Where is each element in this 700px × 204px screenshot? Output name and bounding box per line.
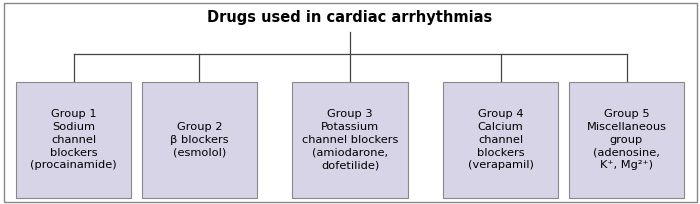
Text: Group 5
Miscellaneous
group
(adenosine,
K⁺, Mg²⁺): Group 5 Miscellaneous group (adenosine, … bbox=[587, 109, 666, 170]
FancyBboxPatch shape bbox=[568, 82, 685, 198]
Text: Group 4
Calcium
channel
blockers
(verapamil): Group 4 Calcium channel blockers (verapa… bbox=[468, 109, 533, 170]
FancyBboxPatch shape bbox=[15, 82, 132, 198]
Text: Group 1
Sodium
channel
blockers
(procainamide): Group 1 Sodium channel blockers (procain… bbox=[30, 109, 117, 170]
FancyBboxPatch shape bbox=[442, 82, 559, 198]
Text: Group 2
β blockers
(esmolol): Group 2 β blockers (esmolol) bbox=[170, 122, 229, 157]
FancyBboxPatch shape bbox=[293, 82, 407, 198]
Text: Group 3
Potassium
channel blockers
(amiodarone,
dofetilide): Group 3 Potassium channel blockers (amio… bbox=[302, 109, 398, 170]
FancyBboxPatch shape bbox=[141, 82, 257, 198]
Text: Drugs used in cardiac arrhythmias: Drugs used in cardiac arrhythmias bbox=[207, 10, 493, 25]
